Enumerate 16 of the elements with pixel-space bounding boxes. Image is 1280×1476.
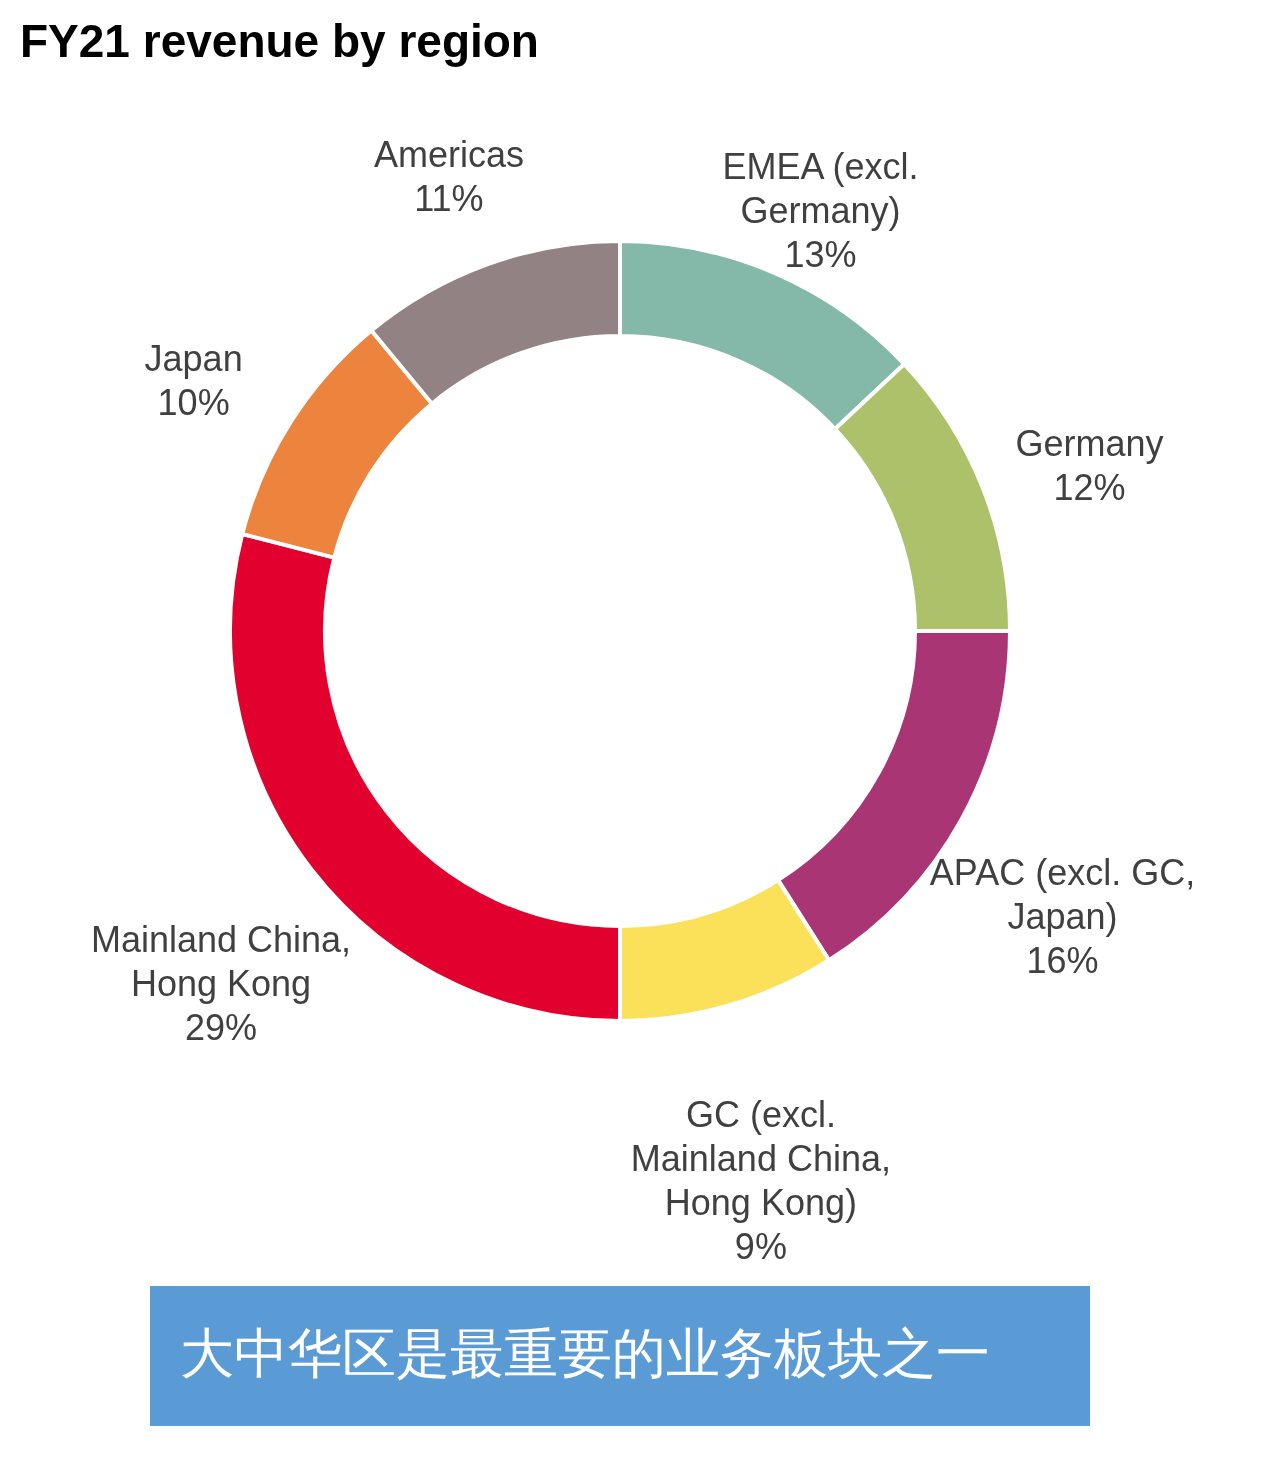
data-label: 10% [157, 382, 230, 424]
data-label: 12% [1053, 467, 1126, 509]
data-label: 9% [734, 1225, 787, 1267]
slice-label: Japan [144, 338, 243, 380]
data-label: 11% [414, 177, 484, 219]
slice-label: Germany [1015, 423, 1164, 465]
data-label: 16% [1026, 940, 1099, 982]
slice-label: Mainland China, Hong Kong [90, 918, 352, 1004]
data-label: 29% [184, 1006, 257, 1048]
slice-label: APAC (excl. GC, Japan) [929, 852, 1196, 938]
slice-label: Americas [373, 133, 524, 175]
data-label: 13% [784, 233, 857, 275]
slice-label: EMEA (excl. Germany) [722, 145, 919, 231]
chart-title: FY21 revenue by region [20, 15, 539, 67]
slice-label: GC (excl. Mainland China, Hong Kong) [630, 1093, 891, 1223]
text: 大中华区是最重要的业务板块之一 [180, 1323, 990, 1383]
